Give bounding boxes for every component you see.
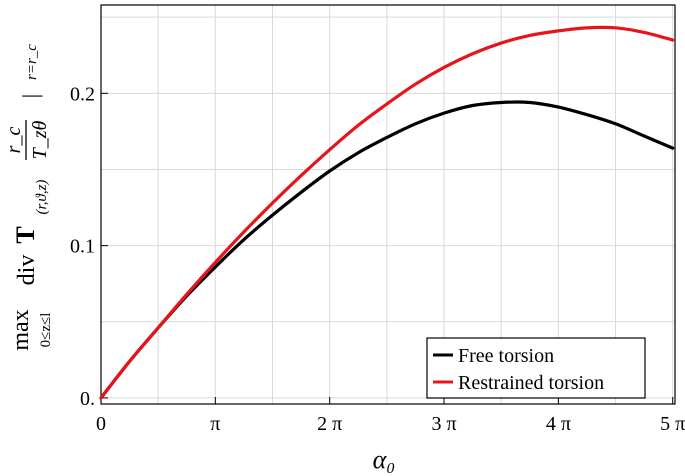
x-tick-label: 3 π	[431, 413, 456, 435]
y-label-max: max	[8, 309, 34, 350]
x-tick-label: 2 π	[317, 413, 342, 435]
legend: Free torsion Restrained torsion	[426, 337, 646, 399]
x-tick-label: 0	[96, 413, 106, 435]
grid	[100, 5, 675, 404]
x-axis-label: α₀	[373, 445, 396, 474]
y-label-T-subscript: (r,ϑ,z)	[34, 180, 50, 215]
legend-label-free-torsion: Free torsion	[458, 345, 554, 367]
y-tick-label: 0.	[80, 388, 95, 410]
y-label-max-subscript: 0≤z≤l	[38, 313, 54, 348]
y-label-fraction-denominator: T_zθ	[29, 120, 51, 159]
plot-frame	[100, 4, 676, 405]
x-tick-label: π	[210, 413, 220, 435]
y-tick-label: 0.2	[70, 83, 95, 105]
legend-box	[426, 337, 646, 399]
y-label-div: div	[14, 255, 40, 286]
series-group	[99, 25, 675, 400]
legend-label-restrained-torsion: Restrained torsion	[458, 372, 604, 394]
y-tick-label: 0.1	[70, 236, 95, 258]
y-label-eval-bar: |	[18, 94, 43, 98]
y-label-eval-condition: r=r_c	[24, 44, 40, 80]
series-line-restrained-torsion	[99, 25, 675, 400]
y-axis-label: max 0≤z≤l div T (r,ϑ,z) r_c T_zθ | r=r_c	[3, 44, 54, 351]
x-tick-label: 4 π	[546, 413, 571, 435]
y-label-fraction-numerator: r_c	[3, 127, 25, 154]
x-tick-label: 5 π	[660, 413, 685, 435]
axis-ticks: 0 π 2 π 3 π 4 π 5 π 0. 0.1 0.2	[70, 83, 685, 435]
y-label-T: T	[11, 226, 40, 243]
